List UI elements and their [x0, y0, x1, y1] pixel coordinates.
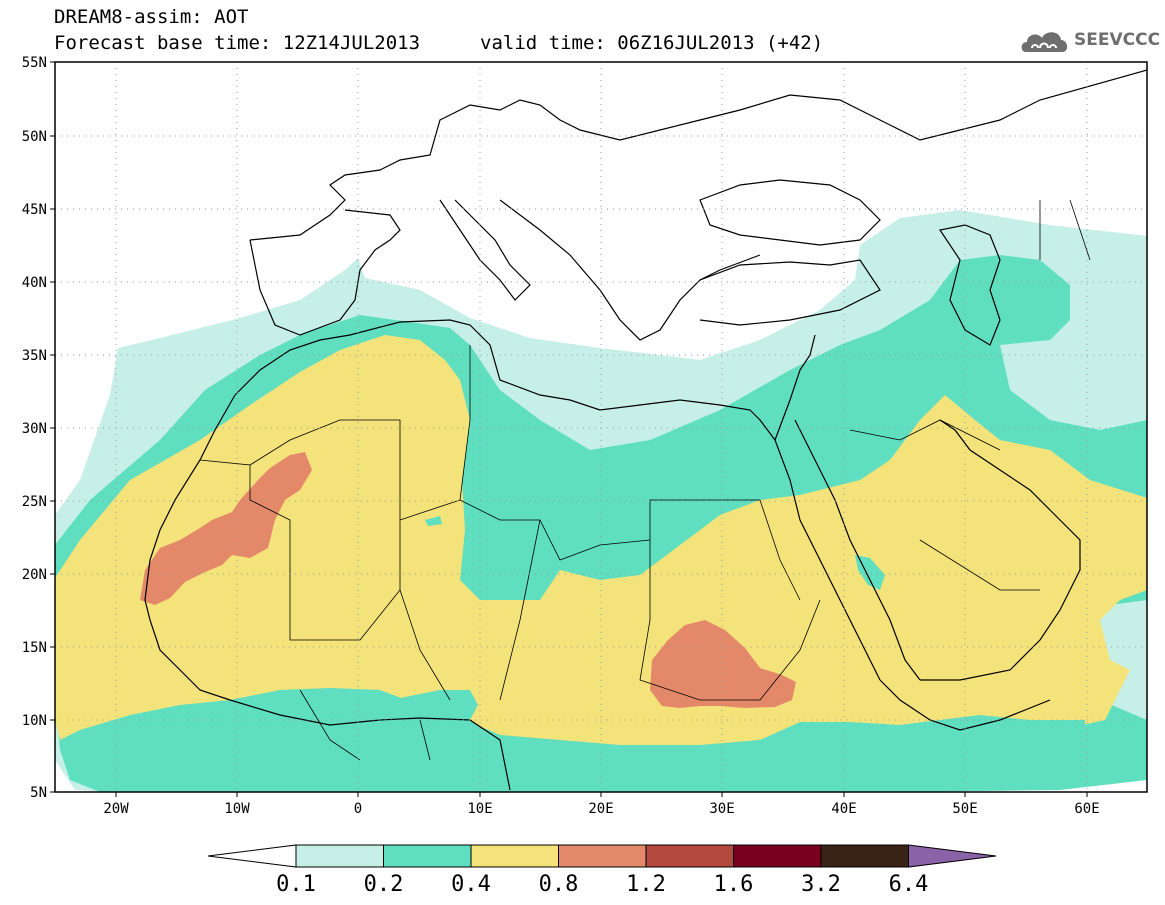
lon-label-30e: 30E: [709, 801, 734, 817]
lat-label-40n: 40N: [22, 275, 47, 291]
lat-label-30n: 30N: [22, 421, 47, 437]
aot-field-0.2-sahara-patch: [425, 516, 442, 526]
colorbar-bin-0.2: [383, 844, 472, 868]
lat-label-55n: 55N: [22, 55, 47, 71]
aot-field-0.8-west: [140, 452, 312, 605]
black-sea: [699, 179, 881, 246]
colorbar-label-0.1: 0.1: [276, 872, 316, 897]
lat-label-5n: 5N: [30, 785, 47, 801]
axis-ticks: [50, 61, 1088, 797]
balkans-greece: [499, 199, 761, 341]
lon-label-60e: 60E: [1074, 801, 1099, 817]
border-lines: [199, 199, 1091, 761]
north-africa-coast: [234, 319, 776, 441]
colorbar-over-triangle: [908, 844, 997, 868]
colorbar-bin-3.2: [820, 844, 909, 868]
colorbar-label-1.6: 1.6: [714, 872, 754, 897]
map-title: DREAM8-assim: AOT: [54, 6, 249, 28]
europe-coast: [249, 69, 1147, 241]
lat-label-35n: 35N: [22, 348, 47, 364]
cloud-icon: [1021, 32, 1068, 52]
west-africa-coast: [144, 394, 511, 791]
colorbar-bin-0.1: [295, 844, 384, 868]
colorbar-bin-0.8: [558, 844, 647, 868]
seevccc-logo: SEEVCCC: [1018, 24, 1160, 58]
graticule: [55, 62, 1147, 792]
italy: [439, 199, 531, 301]
aot-field-0.4: [55, 335, 1147, 745]
arabia-coast: [920, 419, 1081, 681]
colorbar-labels: 0.1 0.2 0.4 0.8 1.2 1.6 3.2 6.4: [276, 872, 928, 897]
horn-of-africa: [879, 679, 1051, 731]
latitude-labels: 55N 50N 45N 40N 35N 30N 25N 20N 15N 10N …: [22, 55, 47, 801]
aot-field-0.2-south: [75, 690, 1085, 782]
lat-label-15n: 15N: [22, 640, 47, 656]
country-borders: [199, 199, 1091, 761]
colorbar: [207, 844, 997, 868]
turkey: [699, 259, 881, 326]
colorbar-bin-0.4: [470, 844, 559, 868]
lon-label-10w: 10W: [224, 801, 250, 817]
aot-field-0.8-east: [650, 620, 796, 708]
colorbar-under-triangle: [207, 844, 297, 868]
colorbar-label-3.2: 3.2: [801, 872, 841, 897]
caspian: [939, 224, 1001, 346]
levant-coast: [774, 334, 816, 441]
lat-label-45n: 45N: [22, 202, 47, 218]
aot-field-0.2-sahel-patch: [448, 720, 470, 732]
lon-label-40e: 40E: [831, 801, 856, 817]
lat-label-10n: 10N: [22, 713, 47, 729]
lon-label-0: 0: [354, 801, 362, 817]
colorbar-label-6.4: 6.4: [889, 872, 929, 897]
colorbar-label-0.8: 0.8: [539, 872, 579, 897]
red-sea-west: [774, 439, 881, 681]
lon-label-50e: 50E: [952, 801, 977, 817]
lat-label-50n: 50N: [22, 129, 47, 145]
lon-label-20e: 20E: [588, 801, 613, 817]
colorbar-bin-1.6: [733, 844, 822, 868]
colorbar-label-1.2: 1.2: [626, 872, 666, 897]
longitude-labels: 20W 10W 0 10E 20E 30E 40E 50E 60E: [103, 801, 1099, 817]
lon-label-10e: 10E: [467, 801, 492, 817]
lat-label-20n: 20N: [22, 567, 47, 583]
lon-label-20w: 20W: [103, 801, 129, 817]
valid-time: valid time: 06Z16JUL2013 (+42): [480, 32, 824, 54]
red-sea-east: [794, 419, 921, 681]
colorbar-label-0.2: 0.2: [364, 872, 404, 897]
colorbar-label-0.4: 0.4: [451, 872, 491, 897]
logo-text: SEEVCCC: [1074, 30, 1161, 50]
forecast-base-time: Forecast base time: 12Z14JUL2013: [54, 32, 421, 54]
lat-label-25n: 25N: [22, 494, 47, 510]
colorbar-bin-1.2: [645, 844, 734, 868]
